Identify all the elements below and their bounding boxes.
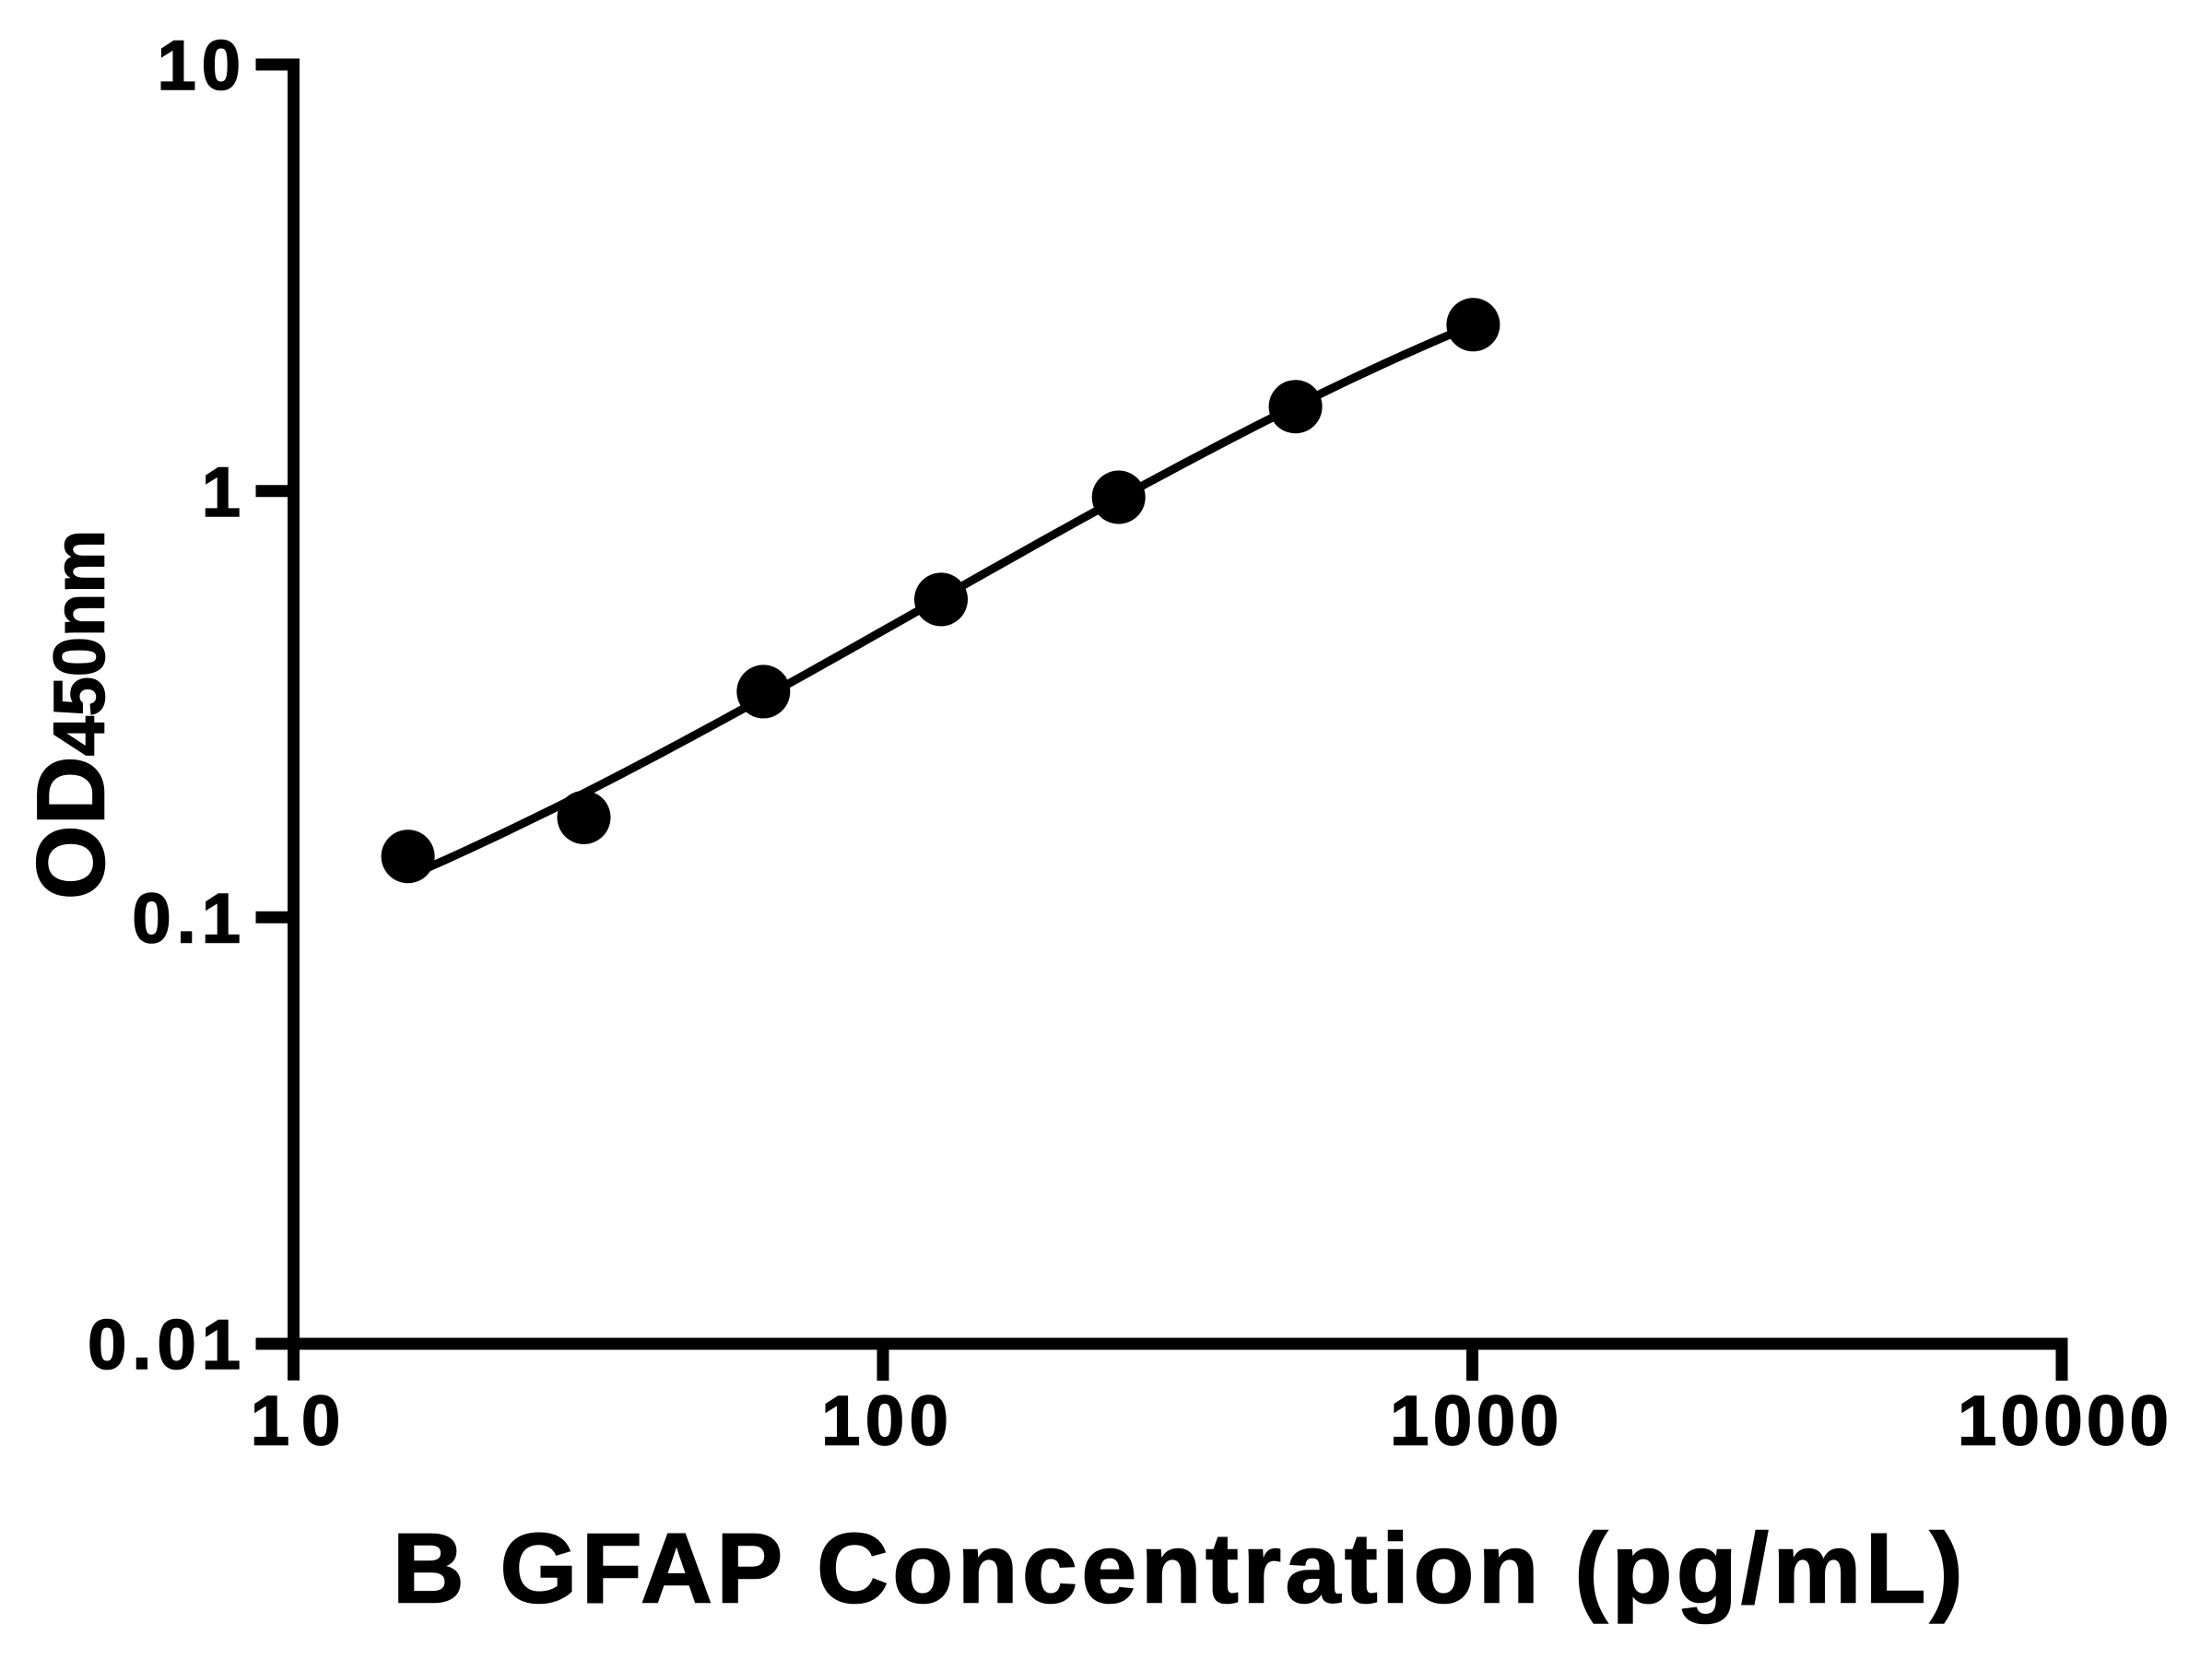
svg-text:100: 100	[821, 1382, 953, 1461]
svg-text:1: 1	[202, 453, 246, 532]
svg-text:B GFAP Concentration (pg/mL): B GFAP Concentration (pg/mL)	[393, 1512, 1967, 1624]
svg-text:1000: 1000	[1390, 1382, 1563, 1461]
svg-text:0.01: 0.01	[88, 1306, 246, 1384]
svg-text:0.1: 0.1	[132, 880, 246, 959]
svg-text:10: 10	[251, 1382, 353, 1461]
svg-text:10000: 10000	[1958, 1382, 2172, 1461]
svg-text:10: 10	[157, 27, 246, 105]
